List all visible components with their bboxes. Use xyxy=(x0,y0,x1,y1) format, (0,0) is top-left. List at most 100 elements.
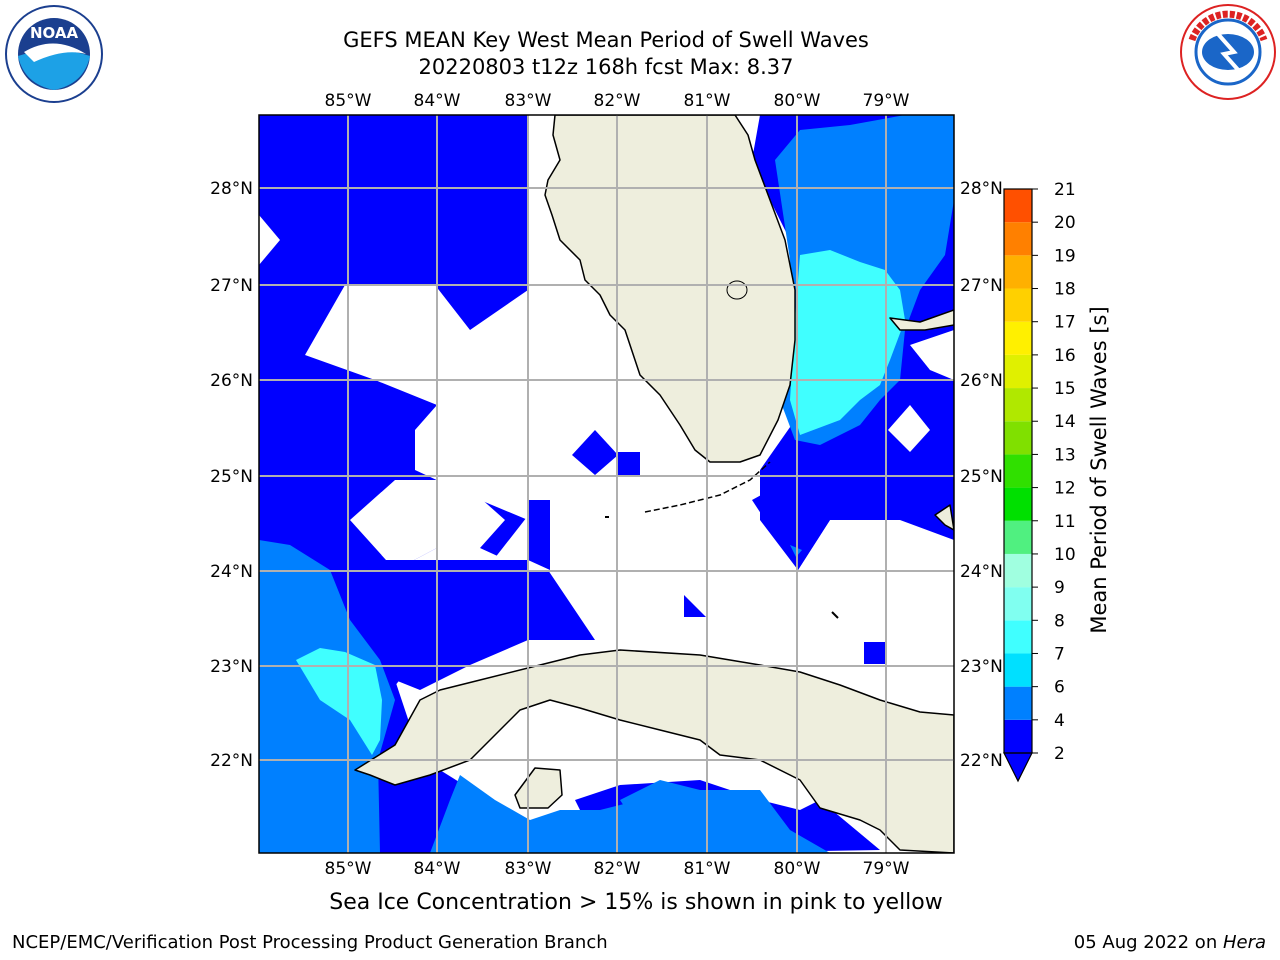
islet xyxy=(831,611,839,619)
lon-label-top: 82°W xyxy=(594,91,641,111)
no-data-area xyxy=(350,480,505,570)
chart-subtitle: 20220803 t12z 168h fcst Max: 8.37 xyxy=(418,55,794,79)
lon-label-top: 79°W xyxy=(863,91,910,111)
land xyxy=(354,649,954,853)
lat-label-left: 26°N xyxy=(210,371,253,391)
land xyxy=(934,504,954,531)
deep-blue-patch xyxy=(528,500,550,570)
lon-label-bottom: 82°W xyxy=(594,859,641,879)
lat-label-right: 22°N xyxy=(960,751,1003,771)
deep-blue-patch xyxy=(684,595,706,617)
colorbar-tick-label: 10 xyxy=(1054,545,1076,565)
cyan-area xyxy=(296,648,382,755)
deep-blue-patch xyxy=(752,470,908,570)
colorbar-segment xyxy=(1004,454,1032,488)
footer-date: 05 Aug 2022 on xyxy=(1073,932,1223,953)
lon-label-top: 84°W xyxy=(414,91,461,111)
colorbar-segment xyxy=(1004,520,1032,554)
lat-label-left: 23°N xyxy=(210,657,253,677)
colorbar-segment xyxy=(1004,421,1032,455)
lat-label-left: 22°N xyxy=(210,751,253,771)
colorbar-segment xyxy=(1004,587,1032,621)
footer-host: Hera xyxy=(1222,932,1266,953)
lon-label-bottom: 83°W xyxy=(505,859,552,879)
colorbar-tick-label: 18 xyxy=(1054,280,1076,300)
lon-label-bottom: 81°W xyxy=(684,859,731,879)
sea-ice-note: Sea Ice Concentration > 15% is shown in … xyxy=(329,890,943,915)
colorbar-tick-label: 8 xyxy=(1054,611,1065,631)
lat-label-right: 28°N xyxy=(960,179,1003,199)
colorbar-tick-label: 17 xyxy=(1054,313,1076,333)
deep-blue-patch xyxy=(572,430,618,475)
svg-text:NOAA: NOAA xyxy=(30,24,79,42)
colorbar-tick-label: 6 xyxy=(1054,678,1065,698)
no-data-area xyxy=(910,330,954,380)
lon-label-bottom: 79°W xyxy=(863,859,910,879)
colorbar-tick-label: 14 xyxy=(1054,412,1076,432)
map-fields xyxy=(259,115,954,853)
colorbar-tick-label: 2 xyxy=(1054,744,1065,764)
cyan-area xyxy=(790,250,905,435)
colorbar-tick-label: 11 xyxy=(1054,512,1076,532)
lat-label-left: 25°N xyxy=(210,467,253,487)
colorbar-tick-label: 7 xyxy=(1054,644,1065,664)
colorbar-segment xyxy=(1004,653,1032,687)
lon-label-top: 80°W xyxy=(774,91,821,111)
colorbar-tick-label: 4 xyxy=(1054,711,1065,731)
land xyxy=(889,309,954,331)
nws-logo xyxy=(1178,2,1278,106)
mid-blue-area xyxy=(620,780,770,830)
colorbar-segment xyxy=(1004,354,1032,389)
no-data-area xyxy=(259,215,280,265)
colorbar-segment xyxy=(1004,321,1032,355)
lon-label-top: 83°W xyxy=(505,91,552,111)
colorbar-tick-label: 21 xyxy=(1054,180,1076,200)
lon-label-bottom: 80°W xyxy=(774,859,821,879)
colorbar-label: Mean Period of Swell Waves [s] xyxy=(1087,306,1111,633)
lat-label-left: 28°N xyxy=(210,179,253,199)
lat-label-right: 25°N xyxy=(960,467,1003,487)
land xyxy=(544,115,796,463)
colorbar-tick-label: 9 xyxy=(1054,578,1065,598)
lat-label-right: 23°N xyxy=(960,657,1003,677)
lon-label-top: 85°W xyxy=(325,91,372,111)
deep-blue-patch xyxy=(528,570,595,640)
colorbar-segment xyxy=(1004,620,1032,654)
lon-label-bottom: 84°W xyxy=(414,859,461,879)
colorbar-segment xyxy=(1004,487,1032,521)
footer-right: 05 Aug 2022 on Hera xyxy=(1074,932,1266,953)
colorbar-tick-label: 12 xyxy=(1054,479,1076,499)
colorbar-tick-label: 15 xyxy=(1054,379,1076,399)
colorbar-tick-label: 20 xyxy=(1054,213,1076,233)
chart-title: GEFS MEAN Key West Mean Period of Swell … xyxy=(343,28,869,52)
lon-label-top: 81°W xyxy=(684,91,731,111)
noaa-logo: NOAA xyxy=(4,4,104,108)
colorbar-segment xyxy=(1004,288,1032,322)
colorbar-tick-label: 16 xyxy=(1054,346,1076,366)
footer-left: NCEP/EMC/Verification Post Processing Pr… xyxy=(12,932,608,953)
deep-blue-patch xyxy=(864,642,886,664)
colorbar-extend-arrow xyxy=(1003,752,1033,783)
florida-keys xyxy=(644,461,771,513)
colorbar-segment xyxy=(1004,719,1032,753)
colorbar-segment xyxy=(1004,686,1032,720)
no-data-area xyxy=(888,405,930,452)
land xyxy=(514,767,563,809)
colorbar-segment xyxy=(1004,553,1032,588)
lake-okeechobee xyxy=(726,280,748,300)
colorbar-tick-label: 19 xyxy=(1054,246,1076,266)
no-data-area xyxy=(415,405,528,520)
colorbar-tick-label: 13 xyxy=(1054,445,1076,465)
lat-label-right: 26°N xyxy=(960,371,1003,391)
colorbar-segment xyxy=(1004,255,1032,289)
colorbar-segment xyxy=(1004,222,1032,256)
colorbar-frame xyxy=(1003,188,1033,754)
lon-label-bottom: 85°W xyxy=(325,859,372,879)
lat-label-left: 27°N xyxy=(210,276,253,296)
deep-blue-patch xyxy=(618,452,640,476)
lat-label-right: 27°N xyxy=(960,276,1003,296)
lat-label-right: 24°N xyxy=(960,562,1003,582)
lat-label-left: 24°N xyxy=(210,562,253,582)
plot-frame xyxy=(258,114,955,854)
colorbar-segment xyxy=(1004,388,1032,422)
